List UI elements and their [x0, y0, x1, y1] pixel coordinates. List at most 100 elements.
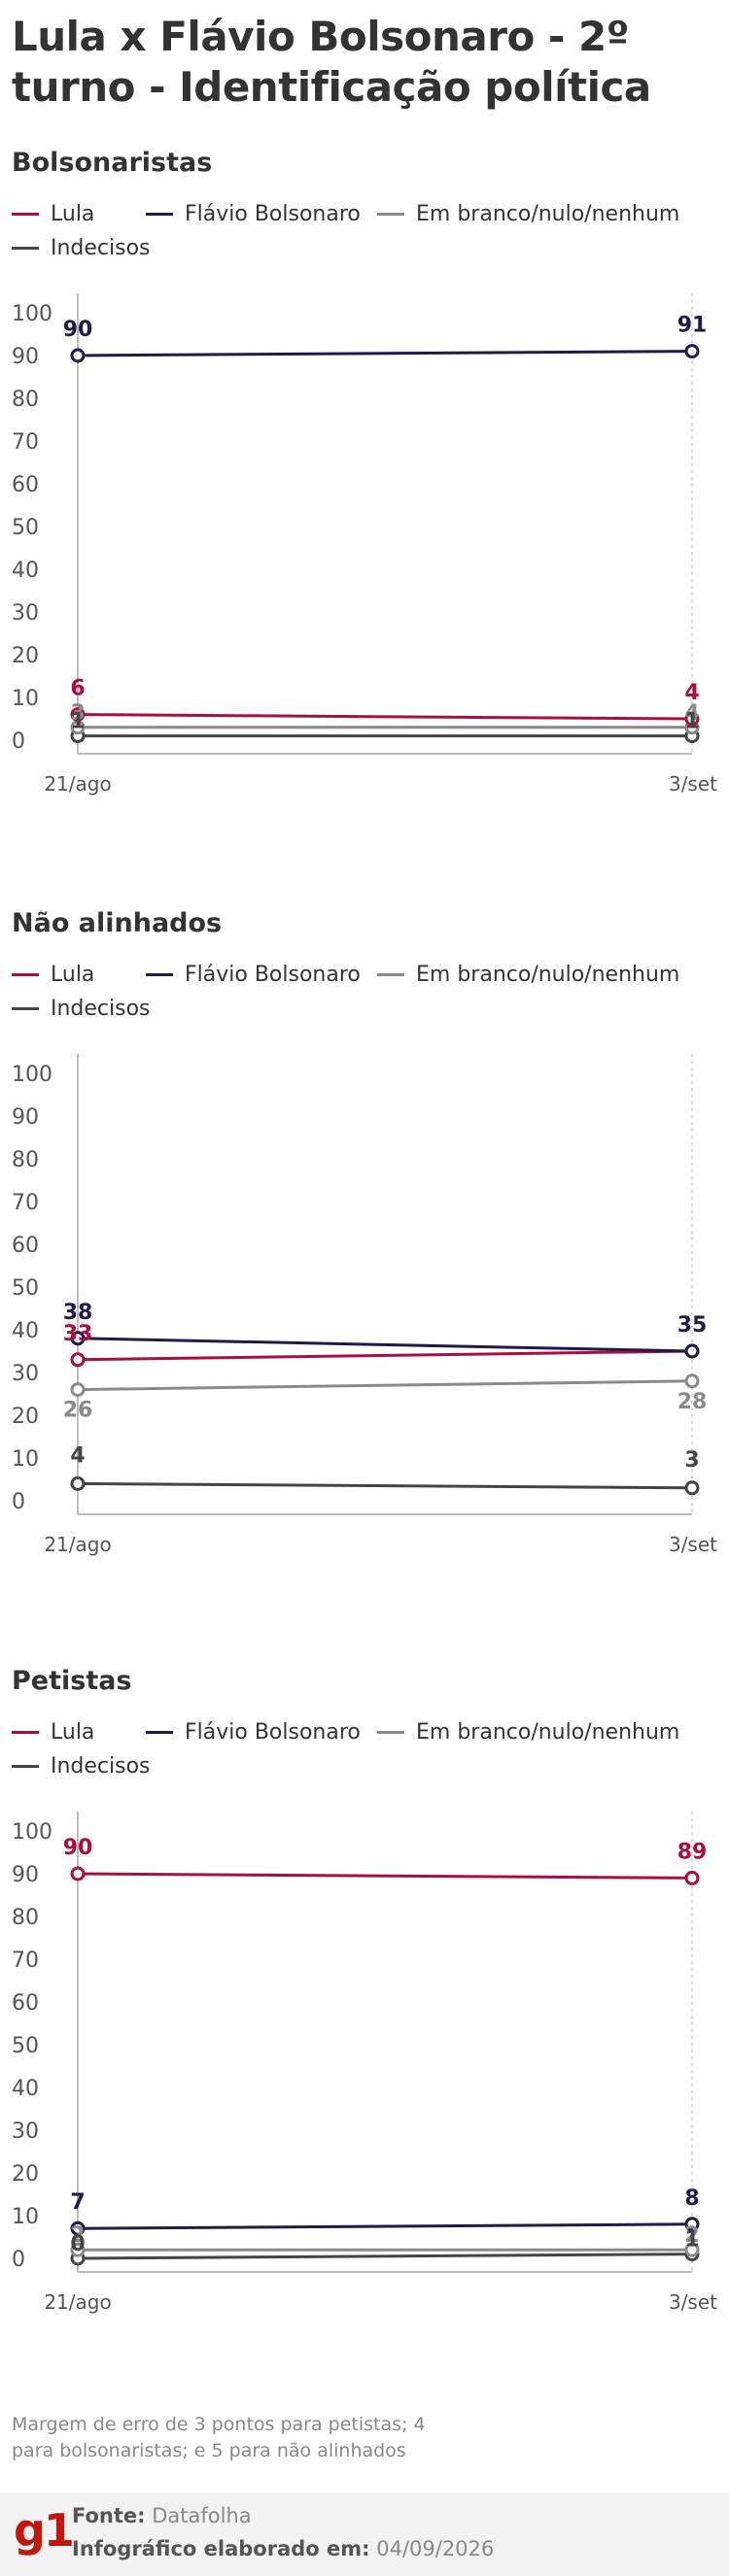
data-label: 26: [63, 1399, 93, 1423]
y-tick-label: 40: [12, 1319, 39, 1343]
chart-title: Petistas: [12, 1666, 132, 1696]
data-point: [684, 2242, 700, 2257]
data-label: 7: [70, 2190, 85, 2215]
data-point: [684, 1373, 700, 1389]
source-value: Datafolha: [152, 2504, 252, 2527]
legend-label: Em branco/nulo/nenhum: [416, 963, 680, 987]
y-tick-label: 90: [12, 345, 39, 369]
line-chart-bolsonaristas: 0 10 20 30 40 50 60 70 80 90 100 21/ago 3/set 6 4 90 91 3…: [12, 293, 717, 796]
legend-swatch: [12, 213, 39, 216]
legend-swatch: [377, 973, 404, 976]
x-tick-label: 21/ago: [44, 772, 111, 796]
series-line: [77, 2222, 693, 2230]
legend-swatch: [12, 1731, 39, 1734]
data-label: 2: [684, 2223, 699, 2248]
y-tick-label: 50: [12, 2034, 39, 2058]
data-point: [684, 1343, 700, 1359]
data-label: 3: [684, 1448, 699, 1473]
y-tick-label: 50: [12, 1276, 39, 1301]
y-tick-label: 0: [12, 729, 25, 754]
y-tick-label: 40: [12, 2077, 39, 2101]
series-line: [77, 1349, 693, 1362]
data-label: 4: [70, 1443, 85, 1468]
y-tick-label: 20: [12, 644, 39, 668]
data-point: [70, 707, 86, 723]
x-tick-label: 21/ago: [44, 1533, 111, 1556]
legend-label: Lula: [51, 202, 95, 226]
data-point: [70, 1866, 86, 1881]
legend-swatch: [146, 1731, 173, 1734]
data-label: 1: [684, 2228, 699, 2253]
legend-item-indecisos: Indecisos: [12, 1754, 151, 1779]
legend-item-indecisos: Indecisos: [12, 236, 151, 260]
chart-title: Não alinhados: [12, 908, 223, 938]
data-label: 1: [684, 710, 699, 734]
date-line: Infográfico elaborado em: 04/09/2026: [72, 2537, 494, 2560]
legend-swatch: [377, 1731, 404, 1734]
data-label: 3: [70, 701, 85, 726]
y-tick-label: 0: [12, 2248, 25, 2272]
y-tick-label: 20: [12, 2162, 39, 2186]
y-tick-label: 80: [12, 388, 39, 412]
date-label: Infográfico elaborado em:: [72, 2537, 370, 2560]
legend-item-lula: Lula: [12, 202, 94, 226]
y-tick-label: 80: [12, 1148, 39, 1172]
legend-label: Indecisos: [51, 1754, 151, 1779]
y-tick-label: 70: [12, 1949, 39, 1973]
legend-label: Flávio Bolsonaro: [185, 1720, 361, 1745]
legend-item-lula: Lula: [12, 1720, 94, 1745]
data-point: [684, 711, 700, 727]
series-line: [77, 713, 693, 721]
y-tick-label: 90: [12, 1105, 39, 1130]
series-line: [77, 1337, 693, 1353]
y-tick-label: 0: [12, 1490, 25, 1514]
data-point: [684, 2217, 700, 2232]
y-tick-label: 60: [12, 473, 39, 497]
y-tick-label: 70: [12, 1191, 39, 1215]
y-tick-label: 70: [12, 430, 39, 455]
series-line: [77, 2253, 693, 2260]
legend-label: Lula: [51, 1720, 95, 1745]
legend-label: Em branco/nulo/nenhum: [416, 202, 680, 226]
legend-label: Em branco/nulo/nenhum: [416, 1720, 680, 1745]
data-label: 90: [63, 318, 93, 342]
legend-label: Lula: [51, 963, 95, 987]
x-tick-label: 3/set: [669, 772, 717, 796]
data-label: 38: [63, 1301, 93, 1325]
y-tick-label: 10: [12, 2205, 39, 2229]
data-label: 4: [684, 681, 699, 705]
y-tick-label: 30: [12, 601, 39, 626]
legend-swatch: [146, 213, 173, 216]
data-label: 1: [70, 710, 85, 734]
data-point: [70, 1352, 86, 1368]
page-title: Lula x Flávio Bolsonaro - 2º turno - Ide…: [12, 13, 651, 111]
data-label: 91: [677, 314, 708, 338]
data-point: [70, 2220, 86, 2236]
data-point: [684, 344, 700, 359]
data-label: 0: [70, 2232, 85, 2256]
data-label: 8: [684, 2186, 699, 2211]
data-label: 28: [677, 1390, 708, 1414]
data-point: [70, 348, 86, 363]
y-tick-label: 20: [12, 1405, 39, 1429]
x-tick-label: 3/set: [669, 1533, 717, 1556]
data-point: [70, 1382, 86, 1398]
y-tick-label: 100: [12, 302, 52, 326]
y-tick-label: 100: [12, 1063, 52, 1087]
chart-section-nao-alinhados: Não alinhados Lula Flávio Bolsonaro Em b…: [0, 908, 729, 1588]
legend-swatch: [12, 973, 39, 976]
data-label: 35: [677, 1313, 708, 1338]
y-tick-label: 30: [12, 1362, 39, 1386]
legend-label: Indecisos: [51, 236, 151, 260]
footnote: Margem de erro de 3 pontos para petistas…: [12, 2414, 426, 2461]
y-tick-label: 40: [12, 559, 39, 583]
source-line: Fonte: Datafolha: [72, 2504, 252, 2527]
series-line: [77, 1872, 693, 1880]
legend-item-branco: Em branco/nulo/nenhum: [377, 202, 679, 226]
legend-item-lula: Lula: [12, 963, 94, 987]
data-label: 4: [684, 701, 699, 726]
source-label: Fonte:: [72, 2504, 146, 2527]
data-point: [70, 1331, 86, 1346]
data-label: 89: [677, 1840, 708, 1864]
